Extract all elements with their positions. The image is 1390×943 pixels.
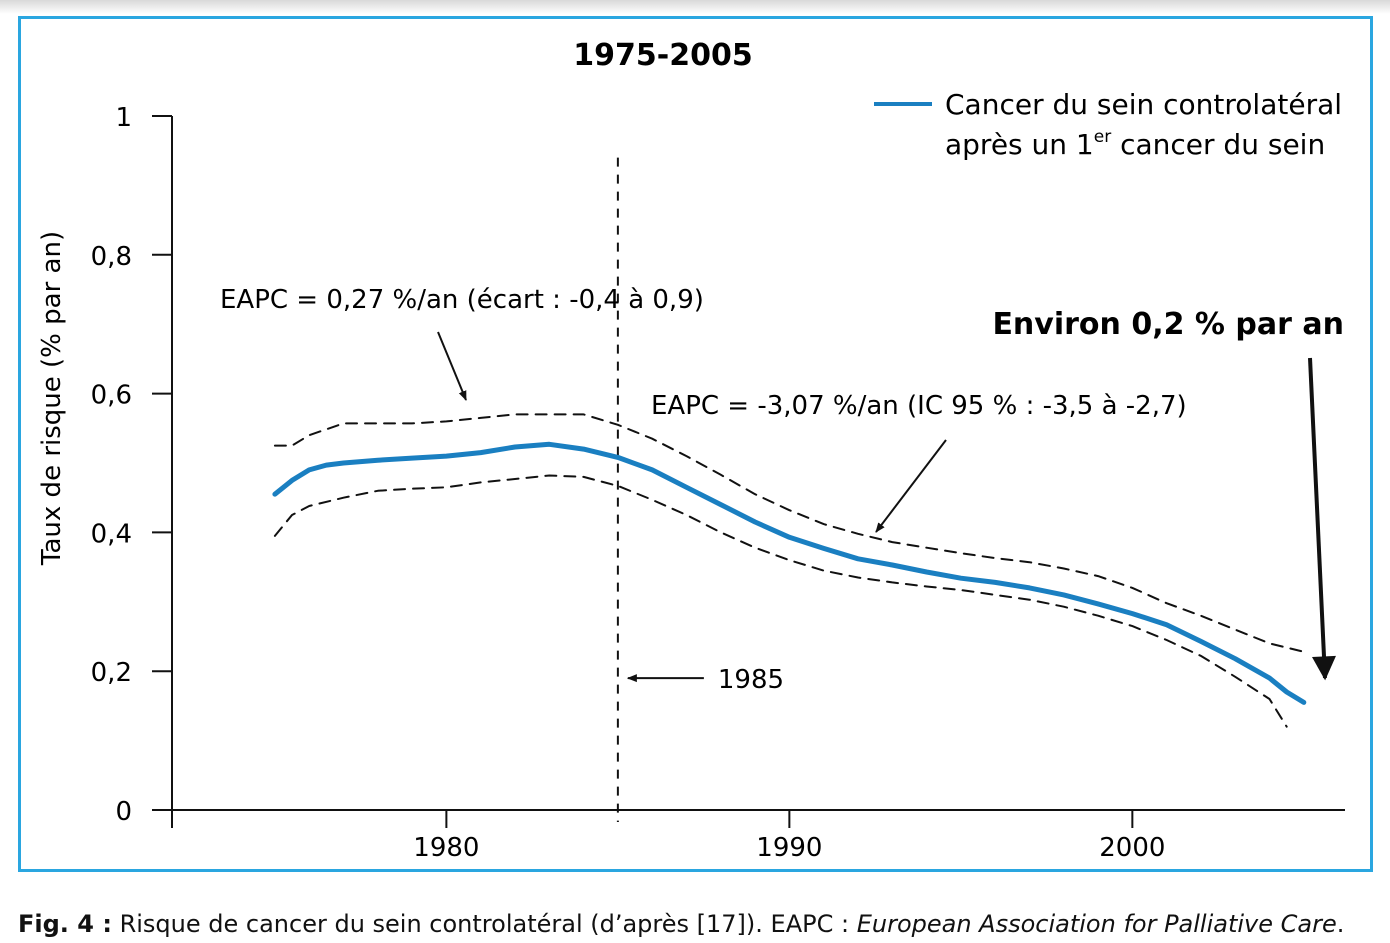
legend-text-2-post: cancer du sein bbox=[1111, 128, 1325, 161]
chart-title: 1975-2005 bbox=[573, 38, 752, 73]
series-lines bbox=[272, 413, 1307, 728]
y-ticks: 0 0,2 0,4 0,6 0,8 1 bbox=[91, 103, 172, 827]
annotation-arrow-environ bbox=[1308, 357, 1336, 681]
y-tick-label: 0,6 bbox=[91, 381, 132, 411]
series-estimate bbox=[272, 441, 1307, 705]
x-tick-label: 1990 bbox=[756, 833, 822, 863]
y-tick-label: 1 bbox=[115, 103, 132, 133]
y-tick-label: 0 bbox=[115, 797, 132, 827]
caption-text: Risque de cancer du sein controlatéral (… bbox=[111, 910, 857, 938]
y-tick-label: 0,2 bbox=[91, 658, 132, 688]
legend-text-1: Cancer du sein controlatéral bbox=[945, 88, 1342, 121]
annotation-environ: Environ 0,2 % par an bbox=[992, 307, 1344, 342]
y-axis-label: Taux de risque (% par an) bbox=[37, 231, 67, 566]
x-tick-label: 2000 bbox=[1099, 833, 1165, 863]
caption-end: . bbox=[1336, 910, 1345, 938]
caption-italic: European Association for Palliative Care bbox=[856, 910, 1337, 938]
legend-text-2-sup: er bbox=[1094, 127, 1111, 147]
annotation-arrow-2 bbox=[875, 439, 947, 533]
chart: 1975-2005 Taux de risque (% par an) 0 0,2… bbox=[37, 38, 1345, 863]
legend-text-2-pre: après un 1 bbox=[945, 128, 1094, 161]
top-shadow bbox=[0, 0, 1390, 14]
y-tick-label: 0,8 bbox=[91, 242, 132, 272]
axes bbox=[171, 116, 1345, 828]
x-tick-label: 1980 bbox=[413, 833, 479, 863]
vline-label: 1985 bbox=[718, 665, 784, 695]
figure-caption: Fig. 4 : Risque de cancer du sein contro… bbox=[18, 910, 1378, 938]
vline-1985: 1985 bbox=[616, 157, 784, 822]
series-upper-bound bbox=[273, 413, 1305, 653]
annotation-arrow-1 bbox=[437, 331, 467, 401]
x-ticks: 1980 1990 2000 bbox=[413, 810, 1165, 863]
y-tick-label: 0,4 bbox=[91, 519, 132, 549]
annotation-eapc-2: EAPC = -3,07 %/an (IC 95 % : -3,5 à -2,7… bbox=[651, 391, 1187, 421]
annotation-eapc-1: EAPC = 0,27 %/an (écart : -0,4 à 0,9) bbox=[220, 285, 704, 315]
caption-label: Fig. 4 : bbox=[18, 910, 112, 938]
legend-text-2: après un 1er cancer du sein bbox=[945, 127, 1325, 161]
figure-frame bbox=[18, 16, 1373, 872]
series-lower-bound bbox=[273, 474, 1288, 728]
legend: Cancer du sein controlatéral après un 1e… bbox=[874, 88, 1342, 161]
